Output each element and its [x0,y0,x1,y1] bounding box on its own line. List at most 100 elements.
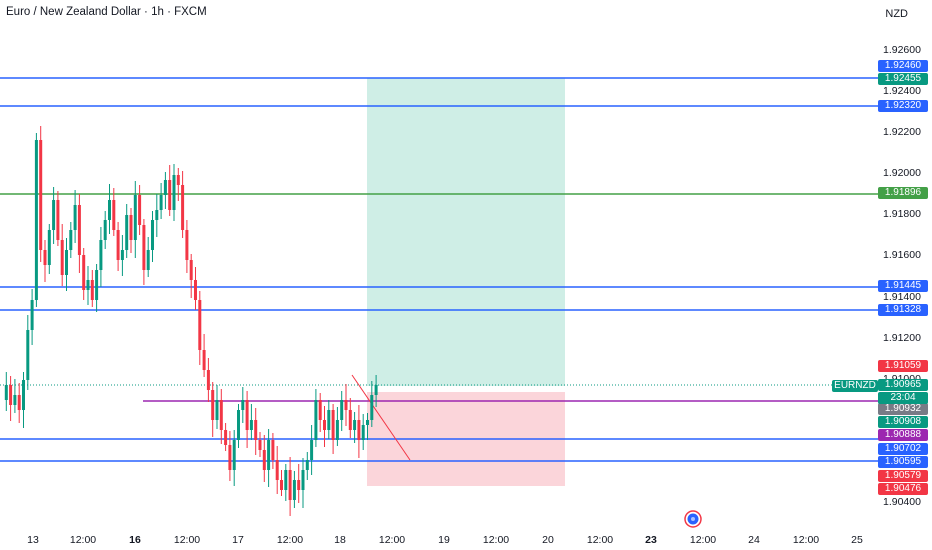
price-tick-label: 1.92600 [883,44,921,56]
candle-body [34,140,38,300]
candle-body [323,420,326,430]
candle-body [30,300,34,330]
price-tag[interactable]: 1.90965 [878,379,928,391]
price-tick-label: 1.92400 [883,85,921,97]
time-tick-label: 24 [748,534,760,546]
time-tick-label: 18 [334,534,346,546]
candle-body [77,205,81,255]
time-tick-label: 12:00 [793,534,819,546]
candle-body [361,425,365,440]
candle-body [56,200,60,240]
price-tag[interactable]: 1.90888 [878,429,928,441]
candle-body [374,385,378,395]
price-tag[interactable]: 1.92455 [878,73,928,85]
time-axis[interactable]: 13 12:00 16 12:00 17 12:00 18 12:00 19 12:00 20 12:… [27,534,863,546]
time-tick-label: 12:00 [379,534,405,546]
candle-body [189,260,193,280]
price-tag[interactable]: 1.90702 [878,443,928,455]
candle-body [112,200,116,230]
candle-body [86,280,90,290]
candle-body [155,210,159,220]
candle-body [206,370,210,390]
time-tick-label: 20 [542,534,554,546]
candle-body [129,215,133,240]
time-tick-label: 12:00 [690,534,716,546]
price-tick-label: 1.91600 [883,249,921,261]
price-tag[interactable]: 1.92460 [878,60,928,72]
candle-body [224,430,228,445]
candle-body [47,230,51,265]
price-tag[interactable]: 1.90476 [878,483,928,495]
price-tag[interactable]: 1.91059 [878,360,928,372]
candle-body [241,400,245,410]
candle-body [331,410,335,440]
price-tick-label: 1.91800 [883,208,921,220]
candle-body [284,470,288,490]
candle-body [348,410,352,430]
candle-body [228,445,232,470]
price-tag[interactable]: 1.91896 [878,187,928,199]
candle-body [116,230,120,260]
candle-body [138,195,142,225]
candle-body [22,380,25,410]
price-tag[interactable]: 1.91445 [878,280,928,292]
candle-body [271,440,275,460]
price-tick-label: 1.91200 [883,332,921,344]
candle-body [327,410,331,430]
price-tick-label: 1.90400 [883,496,921,508]
countdown-tag: 23:04 [878,392,928,404]
price-tag[interactable]: 1.91328 [878,304,928,316]
target-icon[interactable] [684,510,702,528]
trend-line[interactable] [351,374,411,461]
candle-body [151,220,154,250]
candle-body [60,240,64,275]
candle-body [146,250,150,270]
time-tick-label: 16 [129,534,141,546]
candle-body [90,280,94,300]
time-tick-label: 17 [232,534,244,546]
price-axis[interactable]: 1.92600 1.92400 1.92200 1.92000 1.91800 1.916… [883,44,921,508]
candle-body [17,395,21,410]
candle-body [211,390,215,420]
price-tick-label: 1.92200 [883,126,921,138]
price-tag[interactable]: 1.92320 [878,100,928,112]
candle-body [310,440,314,460]
candle-body [65,250,68,275]
candle-body [275,460,279,480]
candle-body [202,350,206,370]
chart-title: Euro / New Zealand Dollar · 1h · FXCM [6,6,207,18]
candle-body [318,400,322,420]
candle-body [39,140,43,250]
currency-label[interactable]: NZD [885,8,908,20]
time-tick-label: 19 [438,534,450,546]
candle-body [43,250,47,265]
profit-zone[interactable] [367,78,565,386]
symbol-tag: EURNZD [832,380,878,392]
price-tag[interactable]: 1.90908 [878,416,928,428]
time-tick-label: 25 [851,534,863,546]
candle-body [254,420,258,440]
time-tick-label: 13 [27,534,39,546]
candle-body [198,300,202,350]
candle-body [305,460,309,470]
price-tag[interactable]: 1.90579 [878,470,928,482]
candle-body [95,270,99,300]
candle-body [262,450,266,470]
candle-body [103,220,107,240]
candle-body [52,200,56,230]
candle-body [219,400,223,430]
candle-body [181,185,185,230]
candle-body [370,395,374,420]
candle-body [258,440,262,450]
candle-body [125,215,129,250]
price-tag[interactable]: 1.90932 [878,403,928,415]
candle-body [232,440,236,470]
candle-body [344,400,348,410]
candle-body [267,440,271,470]
time-tick-label: 23 [645,534,657,546]
price-tag[interactable]: 1.90595 [878,456,928,468]
candle-body [245,400,249,430]
candle-body [99,240,103,270]
candle-body [185,230,189,260]
